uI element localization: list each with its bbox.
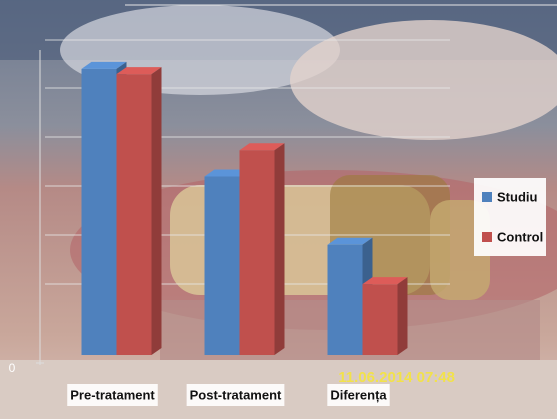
x-tick-label-box: Pre-tratament (67, 384, 158, 406)
bar-top (81, 61, 127, 69)
y-tick-label: 0 (9, 361, 16, 375)
bar (116, 67, 162, 355)
bar-top (362, 277, 408, 285)
label-background (327, 384, 390, 406)
bar-front (327, 244, 363, 355)
bar-front (116, 74, 152, 355)
x-tick-label: Pre-tratament (70, 387, 155, 402)
legend-swatch (482, 192, 492, 202)
x-tick-label-box: Post-tratament (186, 384, 285, 406)
label-background (186, 384, 285, 406)
bar (362, 277, 408, 355)
x-tick-label: Diferența (330, 387, 387, 402)
bar-front (81, 68, 117, 355)
legend-label: Control (497, 229, 543, 244)
legend-label: Studiu (497, 189, 537, 204)
label-background (67, 384, 158, 406)
bar-side (274, 143, 285, 355)
bar-front (204, 176, 240, 355)
bar-top (116, 67, 162, 75)
bar-side (151, 67, 162, 355)
bar-front (362, 284, 398, 355)
bar-top (239, 143, 285, 151)
bar (239, 143, 285, 355)
legend-swatch (482, 232, 492, 242)
legend: Studiu Control (474, 178, 546, 256)
bar-top (327, 237, 373, 245)
bar-side (397, 277, 408, 355)
x-tick-label: Post-tratament (190, 387, 282, 402)
legend-box (474, 178, 546, 256)
bar-top (204, 169, 250, 177)
photo-timestamp: 11.06.2014 07:48 (338, 369, 455, 386)
x-tick-label-box: Diferența (327, 384, 390, 406)
bar-front (239, 150, 275, 355)
